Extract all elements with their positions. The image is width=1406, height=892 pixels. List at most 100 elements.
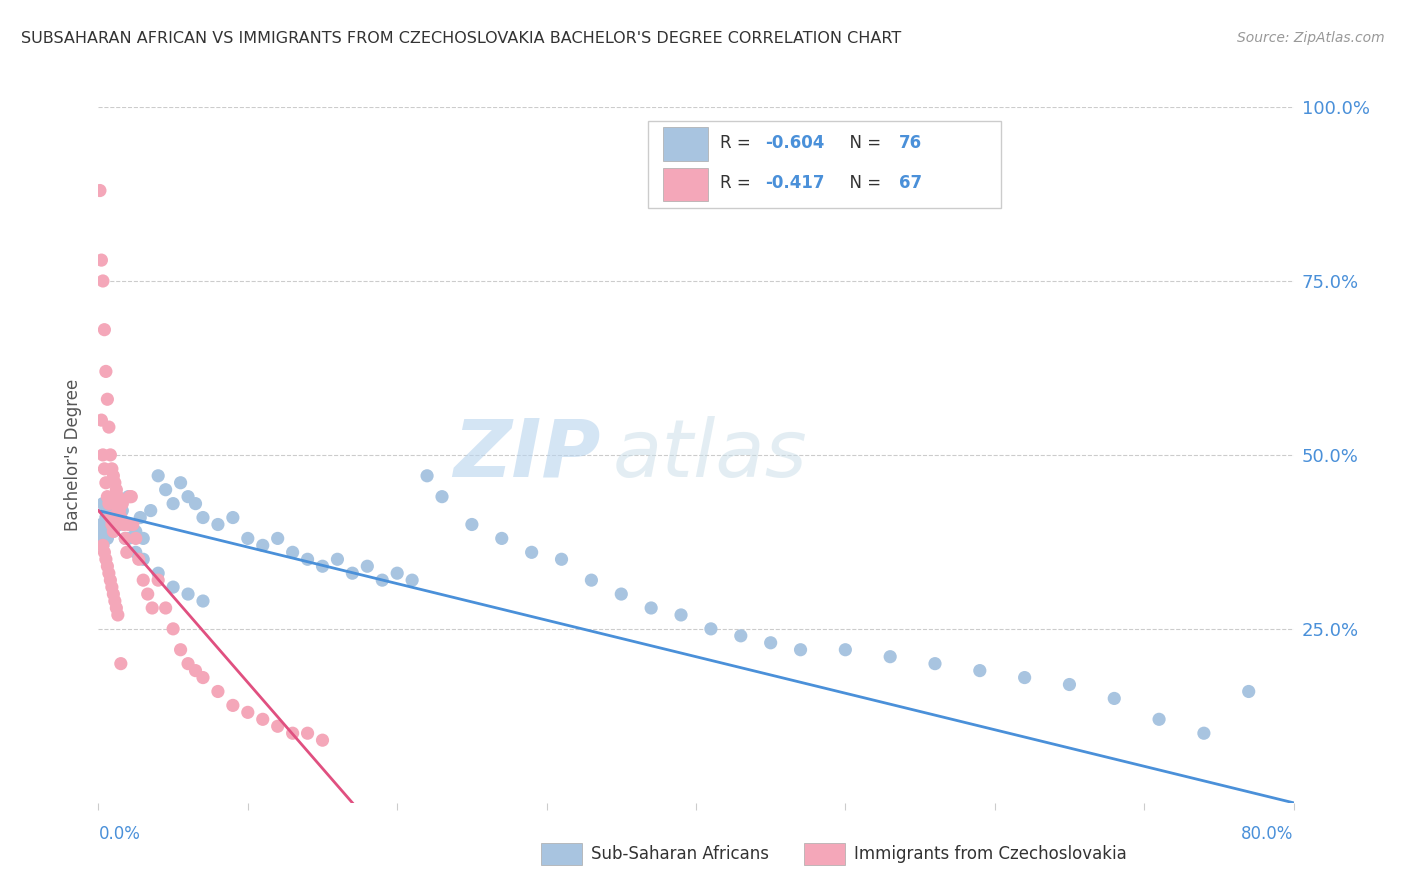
Point xyxy=(281,545,304,559)
Point xyxy=(89,184,111,198)
Point xyxy=(94,510,117,524)
Point xyxy=(97,420,120,434)
Point xyxy=(177,657,200,671)
Point xyxy=(924,657,946,671)
Point xyxy=(669,607,692,622)
Point xyxy=(356,559,378,574)
Point xyxy=(97,503,120,517)
Point xyxy=(120,490,142,504)
Point xyxy=(104,594,127,608)
Point xyxy=(93,545,115,559)
Point xyxy=(115,545,138,559)
Point xyxy=(162,622,184,636)
Point xyxy=(132,552,155,566)
Point xyxy=(759,636,782,650)
Point xyxy=(385,566,409,581)
Point xyxy=(101,517,124,532)
Point xyxy=(98,448,122,462)
Text: SUBSAHARAN AFRICAN VS IMMIGRANTS FROM CZECHOSLOVAKIA BACHELOR'S DEGREE CORRELATI: SUBSAHARAN AFRICAN VS IMMIGRANTS FROM CZ… xyxy=(21,31,901,46)
Point xyxy=(97,566,120,581)
Point xyxy=(191,510,214,524)
Point xyxy=(94,552,117,566)
Text: N =: N = xyxy=(839,134,887,152)
Point xyxy=(148,468,170,483)
Text: Immigrants from Czechoslovakia: Immigrants from Czechoslovakia xyxy=(853,845,1126,863)
Point xyxy=(1059,677,1081,691)
Point xyxy=(1237,684,1260,698)
Point xyxy=(110,657,132,671)
Point xyxy=(700,622,723,636)
Point xyxy=(236,532,259,546)
FancyBboxPatch shape xyxy=(662,128,709,161)
Point xyxy=(136,587,159,601)
Point xyxy=(430,490,453,504)
FancyBboxPatch shape xyxy=(662,168,709,202)
Point xyxy=(155,483,177,497)
Point xyxy=(132,573,155,587)
Text: -0.604: -0.604 xyxy=(765,134,825,152)
Point xyxy=(94,364,117,378)
Point xyxy=(1104,691,1126,706)
Point xyxy=(252,712,274,726)
Point xyxy=(118,490,141,504)
Text: 0.0%: 0.0% xyxy=(98,825,141,843)
Point xyxy=(107,503,129,517)
Point xyxy=(103,587,125,601)
FancyBboxPatch shape xyxy=(648,121,1001,208)
Point xyxy=(89,532,111,546)
Point xyxy=(1192,726,1215,740)
Point xyxy=(311,559,333,574)
FancyBboxPatch shape xyxy=(804,843,845,865)
Point xyxy=(107,490,129,504)
Point xyxy=(297,726,319,740)
Point xyxy=(103,468,125,483)
Point xyxy=(101,497,124,511)
FancyBboxPatch shape xyxy=(541,843,582,865)
Point xyxy=(112,517,135,532)
Text: atlas: atlas xyxy=(613,416,807,494)
Text: -0.417: -0.417 xyxy=(765,175,825,193)
Text: 76: 76 xyxy=(900,134,922,152)
Point xyxy=(1014,671,1036,685)
Point xyxy=(461,517,484,532)
Point xyxy=(125,532,148,546)
Point xyxy=(93,323,115,337)
Point xyxy=(730,629,752,643)
Point xyxy=(105,601,128,615)
Point xyxy=(125,545,148,559)
Point xyxy=(581,573,603,587)
Y-axis label: Bachelor's Degree: Bachelor's Degree xyxy=(65,379,83,531)
Point xyxy=(169,642,191,657)
Point xyxy=(103,524,125,539)
Point xyxy=(110,510,132,524)
Point xyxy=(128,552,150,566)
Point xyxy=(252,538,274,552)
Text: ZIP: ZIP xyxy=(453,416,600,494)
Point xyxy=(98,573,122,587)
Point xyxy=(139,503,162,517)
Point xyxy=(110,510,132,524)
Point xyxy=(114,532,136,546)
Point xyxy=(342,566,364,581)
Point xyxy=(789,642,811,657)
Point xyxy=(129,510,152,524)
Point xyxy=(104,490,127,504)
Point xyxy=(97,497,120,511)
Point xyxy=(148,573,170,587)
Point xyxy=(91,538,114,552)
Point xyxy=(162,497,184,511)
Point xyxy=(550,552,572,566)
Point xyxy=(94,475,117,490)
Point xyxy=(207,517,229,532)
Point xyxy=(117,490,139,504)
Text: N =: N = xyxy=(839,175,887,193)
Point xyxy=(120,517,142,532)
Point xyxy=(222,698,245,713)
Text: Source: ZipAtlas.com: Source: ZipAtlas.com xyxy=(1237,31,1385,45)
Point xyxy=(326,552,349,566)
Point xyxy=(96,392,118,407)
Text: 67: 67 xyxy=(900,175,922,193)
Point xyxy=(177,587,200,601)
Point xyxy=(401,573,423,587)
Point xyxy=(90,253,112,268)
